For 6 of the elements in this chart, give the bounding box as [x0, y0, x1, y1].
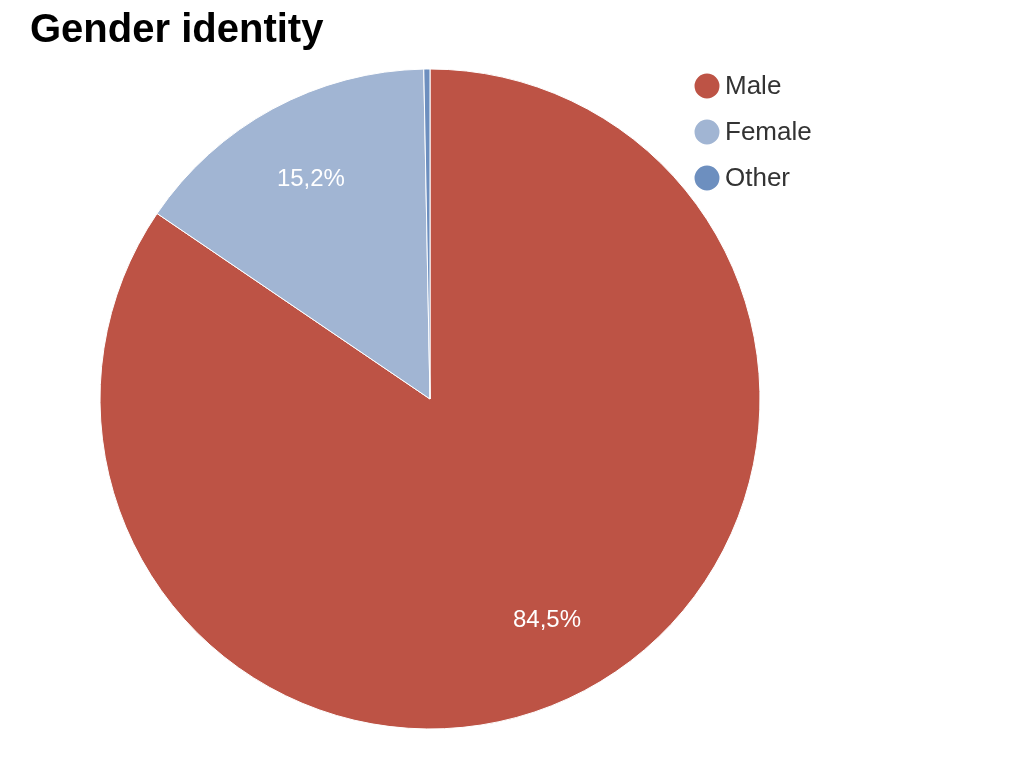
chart-title: Gender identity [30, 6, 325, 50]
legend-label: Male [725, 70, 782, 100]
data-label: 84,5% [512, 604, 582, 632]
data-label: 15,2% [276, 164, 345, 192]
legend-label: Other [725, 162, 791, 192]
legend-label: Female [725, 116, 812, 146]
